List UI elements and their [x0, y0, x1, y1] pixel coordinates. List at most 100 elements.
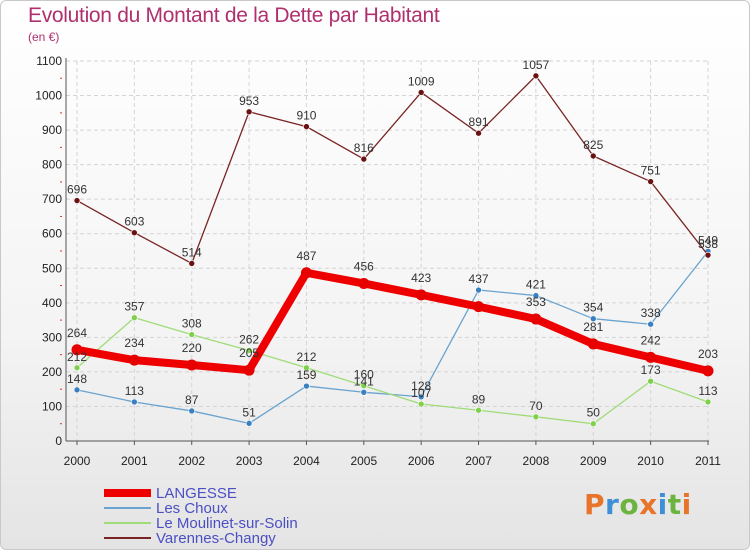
- proxiti-logo: Proxiti: [584, 488, 692, 521]
- data-point: [530, 313, 542, 325]
- chart-title: Evolution du Montant de la Dette par Hab…: [28, 4, 440, 27]
- data-point: [188, 331, 196, 338]
- x-tick-label: 2006: [408, 454, 435, 468]
- data-label: 549: [698, 233, 718, 247]
- data-label: 891: [469, 115, 489, 129]
- logo-letter: t: [667, 488, 682, 521]
- data-point: [532, 72, 540, 80]
- legend-label: LANGESSE: [156, 485, 237, 502]
- data-label: 910: [296, 109, 316, 123]
- data-point: [589, 315, 597, 323]
- data-point: [300, 267, 312, 279]
- data-point: [303, 364, 310, 372]
- y-tick-label: 900: [42, 123, 62, 137]
- data-point: [647, 320, 654, 328]
- data-label: 264: [67, 326, 87, 340]
- data-point: [303, 382, 310, 390]
- data-point: [475, 406, 482, 414]
- data-point: [417, 89, 425, 96]
- data-point: [532, 413, 540, 421]
- grid: [66, 60, 709, 442]
- data-label: 262: [239, 332, 259, 346]
- data-point: [188, 407, 196, 415]
- x-tick-label: 2009: [580, 454, 607, 468]
- logo-letter: P: [584, 488, 606, 521]
- data-label: 1057: [523, 58, 550, 72]
- logo-letter: i: [657, 488, 668, 521]
- y-tick-label: 100: [42, 399, 62, 413]
- series-line: [76, 75, 709, 265]
- data-label: 70: [529, 399, 543, 413]
- data-point: [73, 386, 81, 394]
- data-point: [131, 398, 138, 406]
- series-line: [76, 317, 709, 425]
- data-point: [589, 152, 597, 160]
- axes: 0 100 200 300 400 500 600 700 800 900 1000 1100 2000…: [35, 54, 721, 468]
- legend-label: Varennes-Changy: [156, 530, 276, 547]
- data-label: 338: [641, 306, 661, 320]
- data-label: 696: [67, 183, 87, 197]
- data-label: 456: [354, 259, 374, 273]
- data-label: 514: [182, 245, 202, 259]
- data-label: 173: [641, 363, 661, 377]
- data-point: [647, 178, 654, 185]
- data-label: 242: [641, 333, 661, 347]
- data-label: 212: [67, 350, 87, 364]
- data-point: [245, 420, 253, 427]
- x-tick-label: 2001: [121, 454, 148, 468]
- data-label: 437: [469, 272, 489, 286]
- data-point: [245, 108, 253, 116]
- data-label: 423: [411, 271, 431, 285]
- x-tick-label: 2007: [465, 454, 492, 468]
- data-label: 141: [354, 374, 374, 388]
- data-label: 538: [698, 237, 718, 251]
- legend-label: Les Choux: [156, 500, 228, 517]
- data-label: 353: [526, 295, 546, 309]
- x-tick-label: 2005: [350, 454, 377, 468]
- data-point: [358, 277, 370, 289]
- data-point: [360, 388, 368, 396]
- data-point: [188, 260, 196, 267]
- data-label: 421: [526, 278, 546, 292]
- y-tick-label: 0: [55, 434, 62, 448]
- data-label: 953: [239, 94, 259, 108]
- y-tick-label: 300: [42, 330, 62, 344]
- data-point: [73, 197, 81, 204]
- data-label: 128: [411, 379, 431, 393]
- data-label: 107: [411, 386, 431, 400]
- x-tick-label: 2011: [695, 454, 721, 468]
- data-label: 212: [296, 350, 316, 364]
- data-point: [128, 354, 140, 366]
- data-label: 203: [698, 347, 718, 361]
- data-label: 220: [182, 341, 202, 355]
- series-group: [71, 72, 714, 428]
- data-point: [131, 229, 138, 236]
- y-tick-label: 500: [42, 261, 62, 275]
- data-point: [587, 338, 599, 350]
- data-point: [704, 251, 712, 259]
- data-point: [475, 286, 482, 294]
- x-tick-label: 2008: [523, 454, 550, 468]
- data-point: [417, 400, 425, 408]
- data-point: [589, 420, 597, 428]
- y-tick-label: 400: [42, 296, 62, 310]
- data-point: [186, 359, 198, 371]
- data-label: 113: [698, 384, 717, 398]
- data-point: [415, 289, 427, 301]
- data-label: 1009: [408, 74, 435, 88]
- data-label: 205: [239, 346, 259, 360]
- data-point: [704, 398, 712, 406]
- data-label: 50: [587, 406, 601, 420]
- logo-letter: i: [681, 488, 692, 521]
- y-tick-label: 800: [42, 158, 62, 172]
- data-point: [532, 292, 540, 299]
- data-point: [131, 314, 138, 321]
- data-point: [702, 365, 714, 377]
- logo-letter: o: [619, 488, 640, 521]
- y-tick-label: 1000: [35, 89, 62, 103]
- data-point: [303, 123, 310, 130]
- legend-label: Le Moulinet-sur-Solin: [156, 515, 298, 532]
- data-label: 234: [124, 336, 144, 350]
